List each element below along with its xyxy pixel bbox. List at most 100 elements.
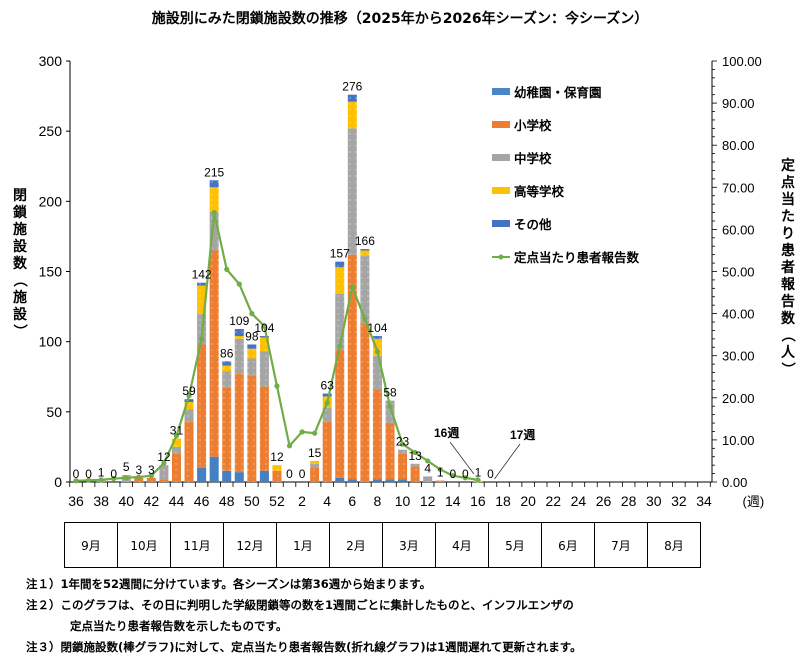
line-point xyxy=(98,477,104,483)
svg-text:設: 設 xyxy=(13,238,28,254)
bar-total-label: 98 xyxy=(245,329,259,343)
y2-tick-label: 50.00 xyxy=(722,265,755,280)
svg-text:患: 患 xyxy=(781,242,795,258)
x-tick-label: 10 xyxy=(395,493,411,509)
legend-label: その他 xyxy=(514,217,552,232)
x-tick-label: 48 xyxy=(219,493,235,509)
month-cell: 8月 xyxy=(647,522,701,568)
x-tick-label: 36 xyxy=(68,493,84,509)
x-tick-label: 34 xyxy=(696,493,712,509)
line-series xyxy=(73,209,481,484)
line-point xyxy=(111,476,117,482)
x-tick-label: 52 xyxy=(269,493,285,509)
bar-total-label: 1 xyxy=(475,466,482,480)
line-point xyxy=(199,336,205,342)
y-axis-title: 閉鎖施設数（施設） xyxy=(12,187,28,338)
bar-total-label: 0 xyxy=(110,467,117,481)
svg-text:数: 数 xyxy=(13,255,28,271)
svg-text:鎖: 鎖 xyxy=(13,204,28,220)
x-tick-label: 6 xyxy=(348,493,356,509)
line-point xyxy=(337,343,343,349)
bar-total-label: 0 xyxy=(487,467,494,481)
month-row: 9月 10月 11月 12月 1月 2月 3月 4月 5月 6月 7月 8月 xyxy=(64,522,701,568)
svg-text:数: 数 xyxy=(781,310,796,326)
legend-label: 中学校 xyxy=(514,151,552,166)
y-tick-label: 0 xyxy=(54,474,62,490)
bar-total-label: 0 xyxy=(462,467,469,481)
bar-total-label: 12 xyxy=(270,450,284,464)
line-point xyxy=(249,311,255,317)
bar-total-label: 59 xyxy=(182,384,196,398)
chart-title: 施設別にみた閉鎖施設数の推移（2025年から2026年シーズン：今シーズン） xyxy=(151,11,649,27)
svg-text:（: （ xyxy=(780,328,796,342)
x-tick-label: 50 xyxy=(244,493,260,509)
svg-text:り: り xyxy=(781,225,795,241)
x-tick-label: 4 xyxy=(323,493,331,509)
legend-swatch xyxy=(492,121,510,128)
bar-total-label: 5 xyxy=(123,460,130,474)
line-point xyxy=(374,348,381,355)
line-point xyxy=(312,430,318,436)
x-unit-label: (週) xyxy=(743,494,765,509)
line-point xyxy=(324,400,330,406)
svg-text:）: ） xyxy=(780,362,796,376)
bar-total-label: 0 xyxy=(286,467,293,481)
x-tick-label: 12 xyxy=(420,493,436,509)
legend-label: 幼稚園・保育園 xyxy=(514,85,602,100)
legend-swatch xyxy=(492,187,510,194)
x-tick-label: 24 xyxy=(571,493,587,509)
line-point xyxy=(136,474,142,480)
line-point xyxy=(362,316,368,322)
svg-text:設: 設 xyxy=(13,306,28,322)
x-tick-label: 46 xyxy=(194,493,210,509)
y2-tick-label: 70.00 xyxy=(722,180,755,195)
legend-swatch xyxy=(492,88,510,95)
line-point xyxy=(450,473,456,479)
line-point xyxy=(462,475,468,481)
y-tick-label: 300 xyxy=(39,53,63,69)
x-tick-label: 2 xyxy=(298,493,306,509)
y-tick-label: 200 xyxy=(39,193,63,209)
bar-total-label: 276 xyxy=(342,80,362,94)
svg-text:）: ） xyxy=(12,324,28,338)
x-tick-label: 18 xyxy=(495,493,511,509)
x-tick-label: 42 xyxy=(144,493,160,509)
bar-total-label: 12 xyxy=(157,450,171,464)
y2-tick-label: 60.00 xyxy=(722,222,755,237)
y2-tick-label: 40.00 xyxy=(722,307,755,322)
month-cell: 1月 xyxy=(276,522,330,568)
line-point xyxy=(437,466,443,472)
line-point xyxy=(425,458,431,464)
bar-total-label: 142 xyxy=(192,268,212,282)
bar-total-label: 3 xyxy=(135,463,142,477)
y2-tick-label: 90.00 xyxy=(722,96,755,111)
x-tick-label: 38 xyxy=(93,493,109,509)
line-point xyxy=(73,478,79,484)
bar-total-label: 0 xyxy=(85,467,92,481)
line-point xyxy=(161,460,167,466)
legend-label: 定点当たり患者報告数 xyxy=(513,250,640,265)
line-point xyxy=(286,443,293,449)
annotation-17w: 17週 xyxy=(510,427,535,442)
svg-text:当: 当 xyxy=(781,191,795,207)
svg-text:施: 施 xyxy=(13,289,27,305)
axes: 0501001502002503000.0010.0020.0030.0040.… xyxy=(12,53,796,509)
line-point xyxy=(261,323,267,329)
line-point xyxy=(274,383,280,389)
bar-total-label: 4 xyxy=(424,461,431,475)
svg-text:閉: 閉 xyxy=(13,187,27,203)
y-tick-label: 150 xyxy=(39,264,63,280)
month-cell: 6月 xyxy=(541,522,595,568)
svg-text:（: （ xyxy=(12,273,28,287)
notes: 注１）1年間を52週間に分けています。各シーズンは第36週から始まります。 注２… xyxy=(26,574,582,658)
bar-total-label: 157 xyxy=(330,247,350,261)
line-point xyxy=(475,477,481,483)
svg-text:た: た xyxy=(781,208,795,224)
bar-total-label: 1 xyxy=(437,466,444,480)
month-cell: 7月 xyxy=(594,522,648,568)
month-cell: 5月 xyxy=(488,522,542,568)
bar-total-label: 63 xyxy=(321,379,335,393)
bar-total-label: 15 xyxy=(308,446,322,460)
line-point xyxy=(412,449,418,456)
